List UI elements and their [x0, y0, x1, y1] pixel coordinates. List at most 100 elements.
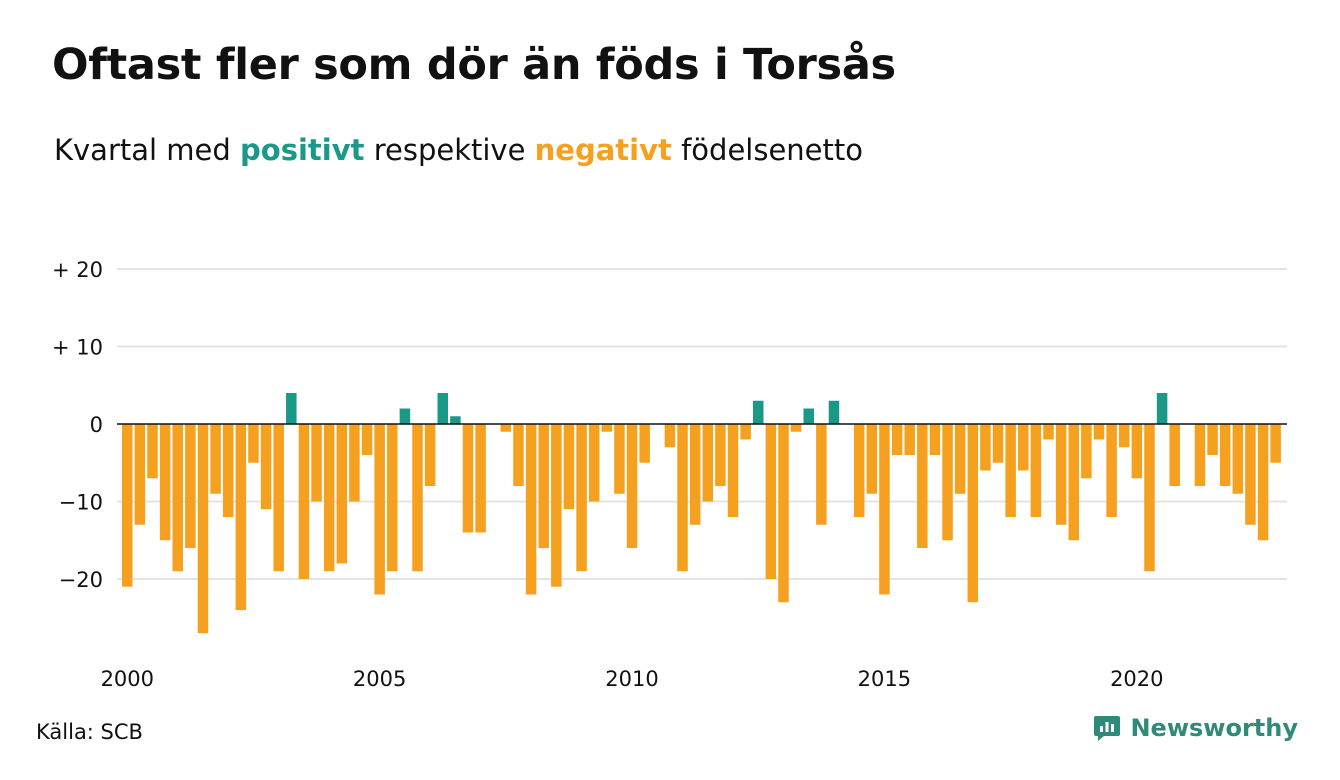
- x-tick-label: 2005: [353, 667, 406, 691]
- bar-negative: [1232, 424, 1244, 494]
- bar-positive: [286, 393, 297, 424]
- bar-negative: [1169, 424, 1180, 486]
- bar-negative: [412, 424, 423, 572]
- bar-negative: [424, 424, 436, 486]
- bar-negative: [349, 424, 360, 502]
- bar-negative: [563, 424, 575, 510]
- bar-negative: [551, 424, 562, 587]
- bar-positive: [399, 408, 411, 424]
- bar-negative: [740, 424, 751, 440]
- bar-negative: [904, 424, 915, 455]
- bar-negative: [967, 424, 979, 603]
- chart-title: Oftast fler som dör än föds i Torsås: [52, 40, 896, 90]
- bar-negative: [185, 424, 196, 548]
- bar-negative: [917, 424, 928, 548]
- y-tick-label: −20: [59, 568, 103, 592]
- bar-positive: [1156, 393, 1168, 424]
- bar-negative: [1005, 424, 1016, 517]
- bar-negative: [1245, 424, 1256, 525]
- bars: [122, 393, 1281, 634]
- bar-negative: [1118, 424, 1130, 448]
- bar-negative: [626, 424, 638, 548]
- bar-negative: [210, 424, 221, 494]
- bar-positive: [803, 408, 814, 424]
- x-axis-ticks: 2000 2005 2010 2015 2020: [101, 667, 1164, 691]
- x-tick-label: 2000: [101, 667, 154, 691]
- bar-negative: [954, 424, 966, 494]
- bar-negative: [500, 424, 512, 432]
- bar-negative: [147, 424, 158, 479]
- bar-negative: [1131, 424, 1143, 479]
- brand-name: Newsworthy: [1130, 714, 1298, 742]
- x-tick-label: 2010: [605, 667, 658, 691]
- bar-negative: [689, 424, 701, 525]
- bar-negative: [1043, 424, 1054, 440]
- bar-negative: [614, 424, 625, 494]
- subtitle-mid: respektive: [364, 133, 535, 167]
- bar-negative: [525, 424, 537, 595]
- bar-negative: [879, 424, 890, 595]
- newsworthy-logo-icon: [1094, 716, 1121, 741]
- bar-negative: [929, 424, 941, 455]
- y-tick-label: + 10: [52, 336, 103, 360]
- bar-negative: [1194, 424, 1206, 486]
- y-tick-label: 0: [90, 413, 103, 437]
- bar-negative: [172, 424, 183, 572]
- bar-negative: [765, 424, 777, 579]
- bar-negative: [1093, 424, 1105, 440]
- x-tick-label: 2020: [1110, 667, 1163, 691]
- bar-negative: [387, 424, 398, 572]
- bar-negative: [576, 424, 587, 572]
- y-tick-label: −10: [59, 491, 103, 515]
- bar-positive: [450, 416, 461, 424]
- bar-negative: [235, 424, 247, 610]
- bar-negative: [891, 424, 903, 455]
- bar-negative: [513, 424, 524, 486]
- chart-subtitle: Kvartal med positivt respektive negativt…: [54, 133, 863, 167]
- bar-negative: [311, 424, 322, 502]
- bar-negative: [159, 424, 171, 541]
- bar-negative: [1055, 424, 1067, 525]
- bar-negative: [1030, 424, 1042, 517]
- bar-positive: [753, 400, 764, 424]
- bar-negative: [197, 424, 209, 634]
- bar-negative: [664, 424, 676, 448]
- bar-negative: [1270, 424, 1281, 463]
- bar-negative: [260, 424, 272, 510]
- bar-negative: [702, 424, 714, 502]
- bar-negative: [778, 424, 789, 603]
- subtitle-pre: Kvartal med: [54, 133, 241, 167]
- bar-positive: [437, 393, 448, 424]
- bar-negative: [298, 424, 310, 579]
- bar-negative: [816, 424, 827, 525]
- bar-negative: [601, 424, 613, 432]
- bar-negative: [727, 424, 739, 517]
- bar-negative: [866, 424, 878, 494]
- bar-negative: [538, 424, 549, 548]
- bar-negative: [1219, 424, 1231, 486]
- bar-negative: [134, 424, 146, 525]
- bar-negative: [361, 424, 373, 455]
- subtitle-negative: negativt: [534, 133, 672, 167]
- bar-negative: [1144, 424, 1155, 572]
- bar-positive: [828, 400, 840, 424]
- bar-negative: [462, 424, 474, 533]
- bar-negative: [1257, 424, 1269, 541]
- y-axis-ticks: + 20 + 10 0 −10 −20: [52, 258, 103, 592]
- bar-negative: [273, 424, 284, 572]
- bar-negative: [980, 424, 991, 471]
- bar-negative: [639, 424, 650, 463]
- subtitle-post: födelsenetto: [671, 133, 863, 167]
- brand: Newsworthy: [1092, 713, 1298, 743]
- bar-negative: [122, 424, 133, 587]
- bar-negative: [475, 424, 486, 533]
- bar-negative: [1207, 424, 1218, 455]
- bar-negative: [248, 424, 259, 463]
- bar-negative: [588, 424, 600, 502]
- bar-negative: [1081, 424, 1092, 479]
- source-note: Källa: SCB: [36, 720, 143, 744]
- bar-negative: [374, 424, 385, 595]
- bar-negative: [1106, 424, 1117, 517]
- y-tick-label: + 20: [52, 258, 103, 282]
